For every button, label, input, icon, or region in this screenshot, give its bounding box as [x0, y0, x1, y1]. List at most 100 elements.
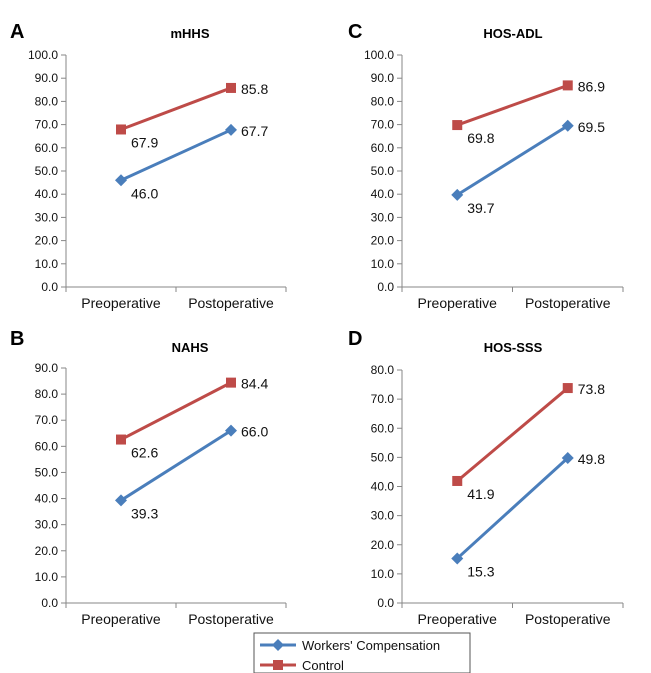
legend: Workers' Compensation Control [253, 632, 471, 673]
data-point-workers-compensation [561, 451, 574, 464]
y-tick-label: 20.0 [371, 234, 395, 248]
y-tick-label: 50.0 [371, 450, 395, 464]
y-tick-label: 70.0 [35, 118, 59, 132]
y-tick-label: 20.0 [371, 538, 395, 552]
y-tick-label: 90.0 [35, 361, 59, 375]
data-point-workers-compensation [451, 552, 464, 565]
y-tick-label: 0.0 [41, 596, 58, 610]
x-tick-label: Preoperative [81, 611, 161, 627]
x-tick-label: Postoperative [188, 611, 274, 627]
chart-title-b: NAHS [172, 340, 209, 355]
series-line-workers-compensation [456, 456, 569, 560]
legend-marker-control [273, 660, 283, 670]
y-tick-label: 60.0 [35, 141, 59, 155]
panel-letter-a: A [10, 21, 24, 43]
series-line-workers-compensation [120, 128, 232, 182]
chart-panel-d: D HOS-SSS 0.0 10.0 20.0 30.0 40.0 50.0 60.0 70.0 8… [348, 328, 624, 627]
data-point-control [562, 383, 573, 394]
legend-item-control: Control [260, 658, 344, 673]
y-tick-label: 60.0 [35, 439, 59, 453]
y-tick-label: 60.0 [371, 141, 395, 155]
y-tick-label: 0.0 [41, 280, 58, 294]
legend-label-control: Control [302, 658, 344, 673]
panel-letter-b: B [10, 328, 24, 350]
series-line-workers-compensation [120, 429, 232, 502]
y-tick-label: 100.0 [28, 48, 58, 62]
data-label-control: 73.8 [578, 381, 605, 397]
x-tick-label: Preoperative [81, 295, 161, 311]
y-tick-label: 10.0 [35, 570, 59, 584]
data-label-control: 84.4 [241, 376, 268, 392]
y-tick-label: 40.0 [35, 492, 59, 506]
y-tick-label: 70.0 [371, 392, 395, 406]
y-tick-label: 60.0 [371, 421, 395, 435]
y-tick-label: 20.0 [35, 234, 59, 248]
y-tick-label: 70.0 [35, 413, 59, 427]
y-tick-label: 70.0 [371, 118, 395, 132]
data-label-control: 85.8 [241, 81, 268, 97]
x-tick-label: Preoperative [418, 295, 498, 311]
chart-title-d: HOS-SSS [484, 340, 543, 355]
data-point-workers-compensation [451, 188, 464, 201]
y-tick-label: 50.0 [35, 164, 59, 178]
panel-letter-c: C [348, 21, 362, 43]
y-tick-label: 10.0 [371, 257, 395, 271]
y-tick-label: 90.0 [371, 71, 395, 85]
data-point-workers-compensation [225, 123, 237, 136]
y-tick-label: 100.0 [364, 48, 394, 62]
data-label-control: 41.9 [467, 486, 494, 502]
data-point-control [226, 377, 236, 388]
series-line-workers-compensation [456, 124, 569, 197]
y-tick-label: 10.0 [371, 567, 395, 581]
data-point-control [452, 475, 463, 486]
x-tick-label: Postoperative [525, 611, 611, 627]
legend-marker-workers-compensation [272, 639, 284, 651]
data-label-workers-compensation: 39.7 [467, 200, 494, 216]
data-label-control: 86.9 [578, 78, 605, 94]
legend-item-workers-compensation: Workers' Compensation [260, 638, 440, 653]
data-label-workers-compensation: 49.8 [578, 451, 605, 467]
data-label-workers-compensation: 39.3 [131, 505, 158, 521]
y-tick-label: 20.0 [35, 544, 59, 558]
y-tick-label: 80.0 [371, 363, 395, 377]
y-tick-label: 80.0 [35, 387, 59, 401]
y-tick-label: 40.0 [35, 187, 59, 201]
data-point-workers-compensation [115, 494, 127, 507]
data-point-control [116, 434, 126, 445]
y-tick-label: 10.0 [35, 257, 59, 271]
series-line-control [120, 381, 232, 441]
x-tick-label: Preoperative [418, 611, 498, 627]
y-tick-label: 40.0 [371, 187, 395, 201]
y-tick-label: 0.0 [377, 280, 394, 294]
y-tick-label: 80.0 [35, 94, 59, 108]
panel-letter-d: D [348, 328, 362, 350]
x-tick-label: Postoperative [525, 295, 611, 311]
series-line-control [456, 83, 569, 127]
y-tick-label: 40.0 [371, 480, 395, 494]
y-tick-label: 90.0 [35, 71, 59, 85]
data-label-workers-compensation: 46.0 [131, 185, 158, 201]
data-point-workers-compensation [115, 174, 127, 187]
data-point-workers-compensation [561, 119, 574, 132]
y-tick-label: 30.0 [35, 518, 59, 532]
y-tick-label: 0.0 [377, 596, 394, 610]
series-line-control [120, 86, 232, 131]
data-label-workers-compensation: 66.0 [241, 424, 268, 440]
data-point-control [452, 120, 463, 131]
y-tick-label: 30.0 [371, 509, 395, 523]
chart-title-a: mHHS [170, 26, 209, 41]
data-point-control [226, 82, 236, 93]
chart-panel-b: B NAHS 0.0 10.0 20.0 30.0 40.0 50.0 60.0 70.0 80.0… [10, 328, 287, 627]
data-label-workers-compensation: 15.3 [467, 563, 494, 579]
data-label-control: 62.6 [131, 445, 158, 461]
data-point-control [116, 124, 126, 135]
chart-title-c: HOS-ADL [483, 26, 542, 41]
y-tick-label: 30.0 [35, 210, 59, 224]
data-label-workers-compensation: 67.7 [241, 123, 268, 139]
data-point-workers-compensation [225, 424, 237, 437]
series-line-control [456, 386, 569, 483]
y-tick-label: 50.0 [35, 465, 59, 479]
